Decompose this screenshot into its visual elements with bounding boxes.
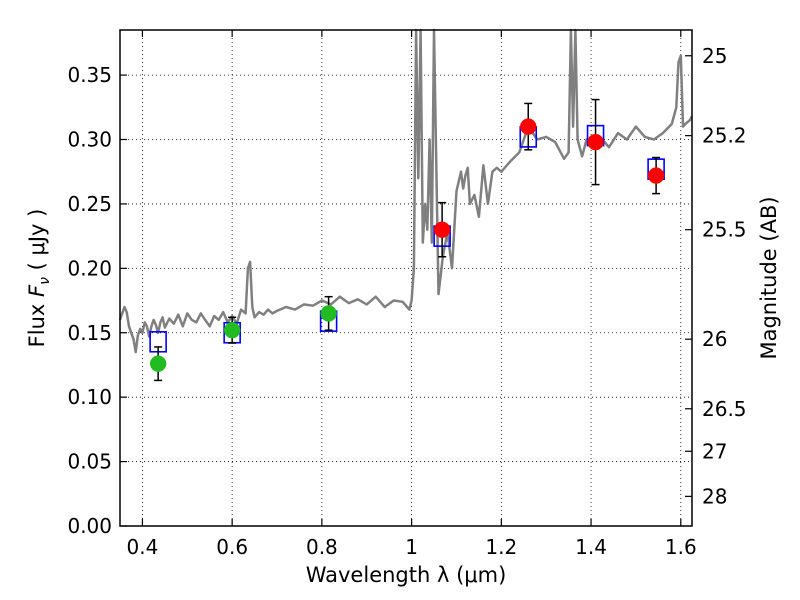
y-tick-label: 0.20 [67,256,112,280]
observed-point [520,118,537,135]
right-tick-label: 25.2 [702,124,747,148]
right-axis-title: Magnitude (AB) [757,196,781,359]
spectrum-line [118,28,694,354]
right-tick-label: 25 [702,44,727,68]
x-tick-label: 0.4 [127,535,159,559]
x-tick-label: 0.6 [216,535,248,559]
x-axis-title: Wavelength λ (μm) [306,563,507,587]
x-tick-label: 1 [405,535,418,559]
x-tick-label: 0.8 [306,535,338,559]
y-tick-label: 0.25 [67,192,112,216]
observed-point [433,221,451,238]
x-tick-label: 1.6 [665,535,697,559]
y-tick-label: 0.35 [67,63,112,87]
right-tick-label: 27 [702,439,727,463]
observed-point [320,305,337,322]
grid-lines [120,30,692,527]
right-tick-label: 26 [702,327,727,351]
model-spectrum [118,28,694,354]
observed-point [587,133,604,151]
y-axis-title: Flux Fν ( μJy ) [25,209,53,348]
observed-point [647,167,665,184]
data-markers [149,98,665,382]
observed-point [223,321,241,339]
y-tick-label: 0.30 [67,128,112,152]
right-tick-label: 28 [702,484,727,508]
observed-point [149,355,167,372]
y-tick-label: 0.10 [67,385,112,409]
x-tick-label: 1.2 [485,535,517,559]
y-tick-label: 0.15 [67,321,112,345]
axis-ticks: 0.4 0.6 0.8 1 1.2 1.4 1.6 0.00 0.05 0.10 0.15 0.20 0… [67,30,747,559]
plot-frame [119,29,693,527]
y-tick-label: 0.05 [67,450,112,474]
right-tick-label: 26.5 [702,397,747,421]
x-tick-label: 1.4 [575,535,607,559]
right-tick-label: 25.5 [702,218,747,242]
y-tick-label: 0.00 [67,514,112,538]
